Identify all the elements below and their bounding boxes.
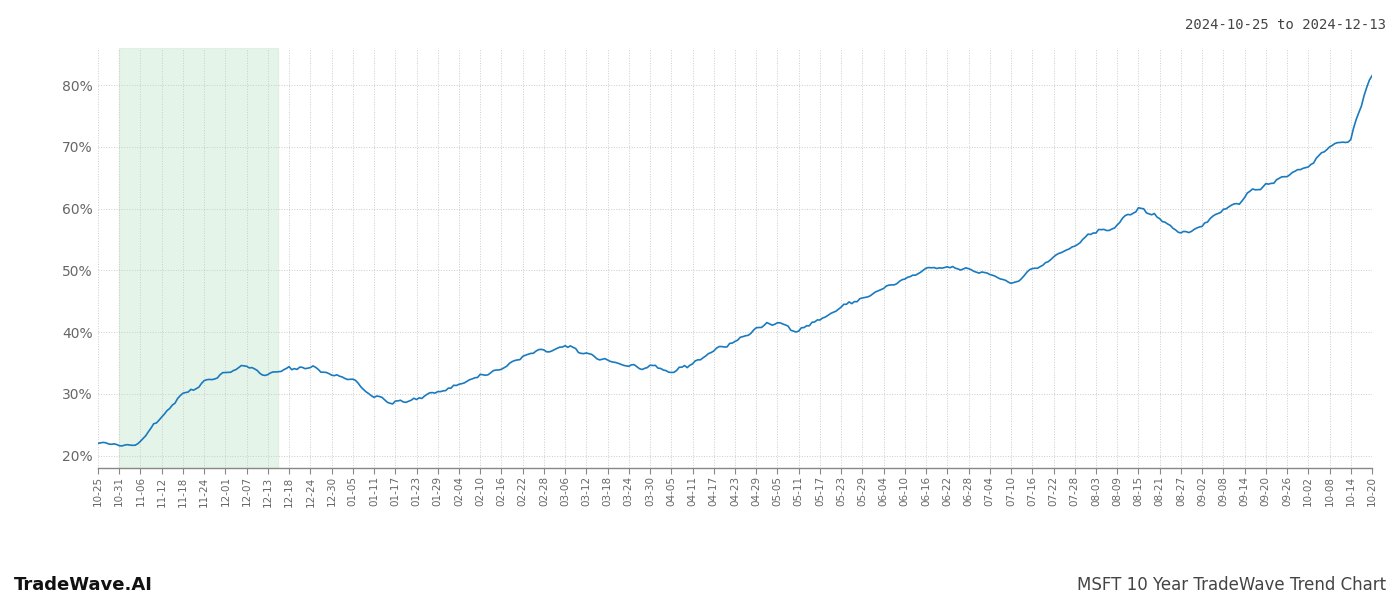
Text: TradeWave.AI: TradeWave.AI — [14, 576, 153, 594]
Bar — [119, 48, 279, 468]
Text: MSFT 10 Year TradeWave Trend Chart: MSFT 10 Year TradeWave Trend Chart — [1077, 576, 1386, 594]
Text: 2024-10-25 to 2024-12-13: 2024-10-25 to 2024-12-13 — [1184, 18, 1386, 32]
